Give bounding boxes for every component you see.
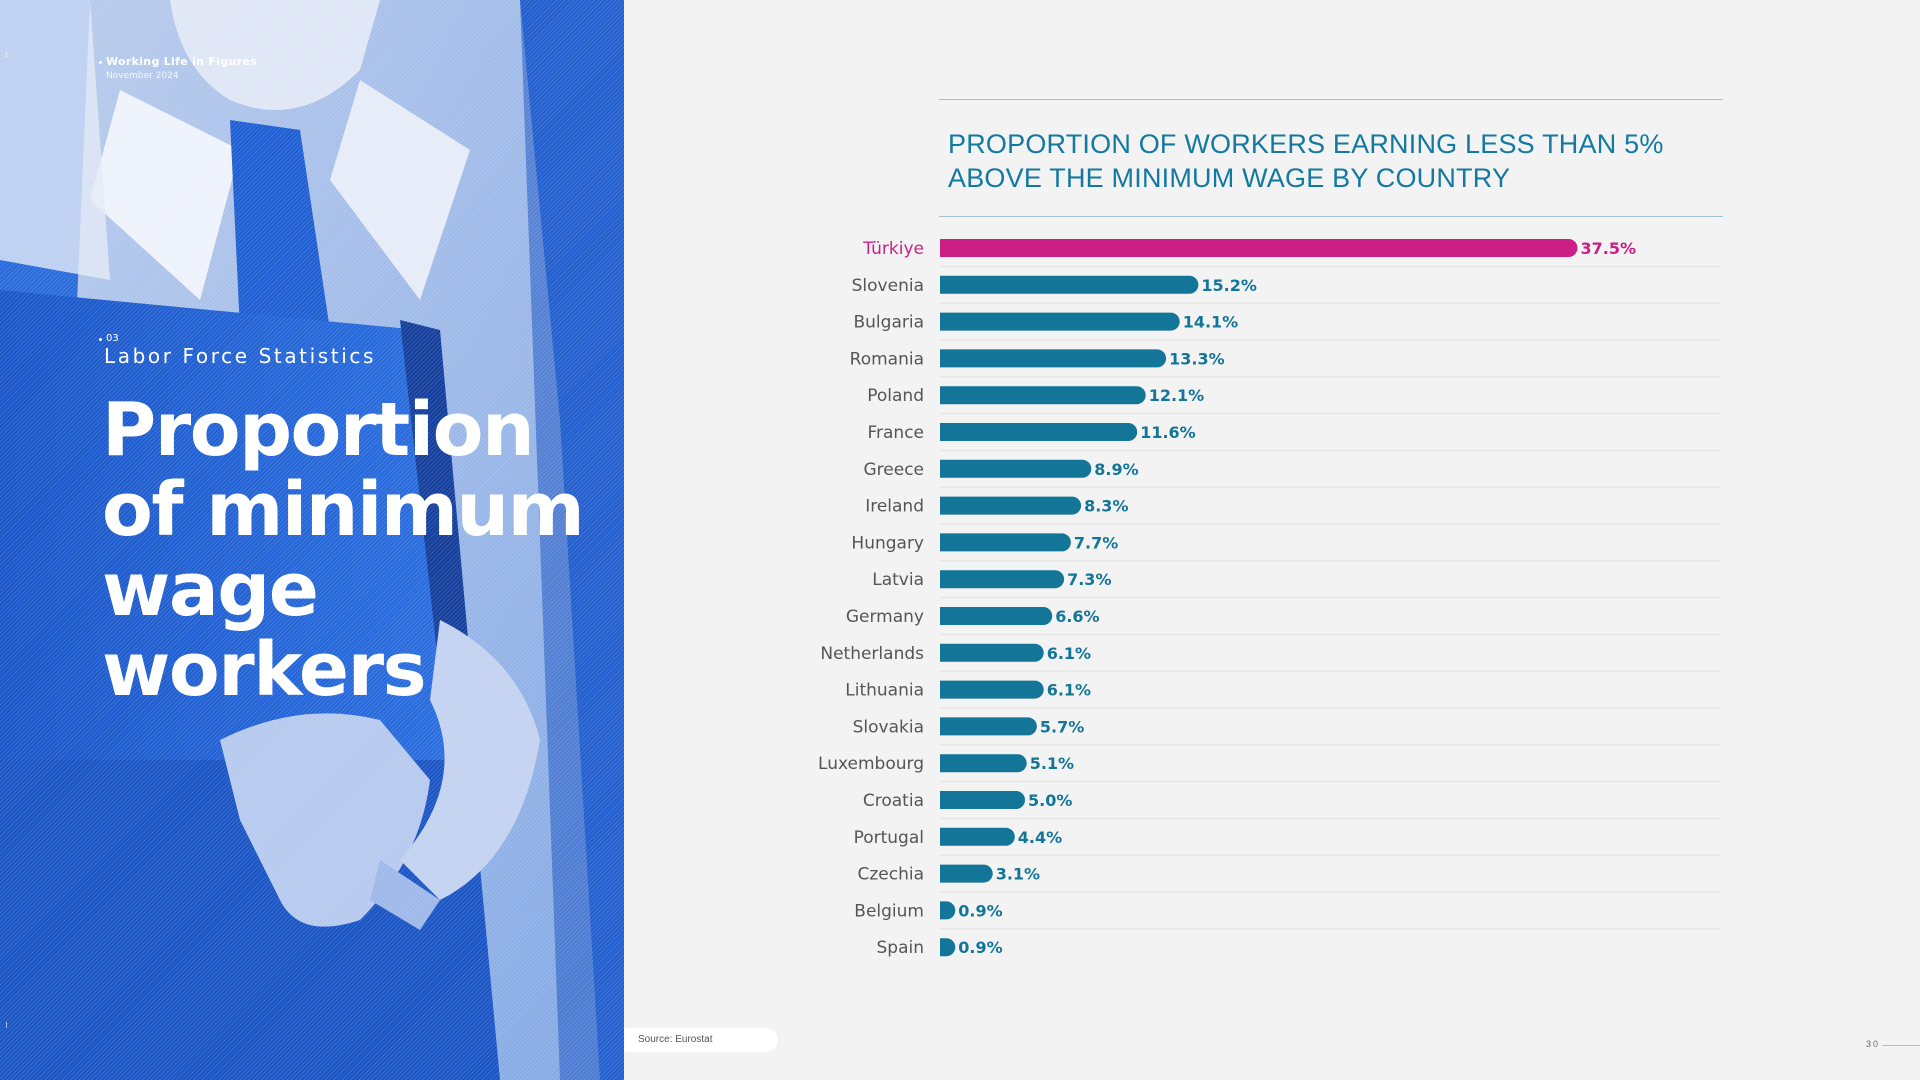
bar bbox=[940, 643, 1044, 662]
data-label: 6.1% bbox=[1047, 644, 1091, 663]
hero-photo-background bbox=[0, 0, 624, 1080]
data-label: 12.1% bbox=[1149, 386, 1205, 405]
category-label: Latvia bbox=[872, 570, 924, 590]
category-label: Czechia bbox=[857, 865, 924, 885]
chart-title: PROPORTION OF WORKERS EARNING LESS THAN … bbox=[948, 129, 1664, 193]
data-label: 11.6% bbox=[1140, 423, 1196, 442]
category-label: Hungary bbox=[851, 533, 924, 553]
data-label: 37.5% bbox=[1581, 239, 1637, 258]
bar bbox=[940, 864, 993, 883]
headline-line: wage bbox=[102, 547, 319, 633]
category-label: Slovenia bbox=[852, 276, 924, 296]
bar bbox=[940, 423, 1138, 441]
data-label: 0.9% bbox=[958, 938, 1002, 957]
bar bbox=[940, 791, 1025, 809]
category-label: Belgium bbox=[854, 901, 924, 921]
page-number-rule bbox=[1882, 1045, 1920, 1046]
category-label: Luxembourg bbox=[818, 754, 924, 774]
bar bbox=[940, 349, 1167, 368]
category-label: Netherlands bbox=[820, 644, 924, 664]
bar bbox=[940, 901, 956, 920]
category-label: Romania bbox=[850, 349, 924, 369]
bar bbox=[940, 717, 1037, 736]
category-label: France bbox=[867, 423, 924, 443]
bar bbox=[940, 496, 1082, 515]
data-label: 5.0% bbox=[1028, 791, 1072, 810]
bar bbox=[940, 312, 1180, 331]
category-label: Lithuania bbox=[845, 681, 924, 701]
headline-line: Proportion bbox=[102, 387, 535, 473]
bar bbox=[940, 386, 1146, 405]
bar bbox=[940, 275, 1199, 294]
data-label: 5.7% bbox=[1040, 717, 1084, 736]
headline-line: workers bbox=[102, 627, 427, 713]
section-title: Labor Force Statistics bbox=[104, 344, 377, 368]
data-label: 5.1% bbox=[1030, 754, 1074, 773]
data-label: 3.1% bbox=[996, 865, 1040, 884]
bar bbox=[940, 239, 1578, 257]
category-label: Spain bbox=[877, 938, 925, 958]
section-number: 03 bbox=[99, 333, 119, 344]
data-label: 0.9% bbox=[958, 901, 1002, 920]
bar bbox=[940, 607, 1053, 625]
category-label: Poland bbox=[867, 386, 924, 406]
page-number: 30 bbox=[1866, 1039, 1881, 1049]
data-label: 6.6% bbox=[1055, 607, 1099, 626]
category-label: Slovakia bbox=[853, 717, 924, 737]
category-label: Greece bbox=[863, 460, 924, 480]
data-label: 15.2% bbox=[1201, 276, 1257, 295]
publication-date: November 2024 bbox=[106, 71, 179, 81]
chart-title-rule bbox=[939, 216, 1723, 217]
category-label: Bulgaria bbox=[854, 313, 925, 333]
headline-line: of minimum bbox=[102, 467, 585, 553]
data-label: 6.1% bbox=[1047, 681, 1091, 700]
data-label: 14.1% bbox=[1183, 313, 1239, 332]
data-label: 7.3% bbox=[1067, 570, 1111, 589]
bar bbox=[940, 938, 956, 957]
data-label: 8.9% bbox=[1094, 460, 1138, 479]
data-label: 13.3% bbox=[1169, 349, 1225, 368]
category-label: Croatia bbox=[863, 791, 924, 811]
source-note: Source: Eurostat bbox=[624, 1028, 778, 1052]
bar bbox=[940, 533, 1071, 552]
chart-top-rule bbox=[939, 99, 1723, 100]
category-label: Ireland bbox=[865, 497, 924, 517]
category-label: Germany bbox=[846, 607, 924, 627]
category-label: Türkiye bbox=[862, 239, 924, 259]
data-label: 7.7% bbox=[1074, 533, 1118, 552]
bar bbox=[940, 680, 1044, 699]
data-label: 8.3% bbox=[1084, 497, 1128, 516]
bar bbox=[940, 459, 1092, 478]
category-label: Portugal bbox=[854, 828, 924, 848]
bar bbox=[940, 570, 1065, 589]
bar bbox=[940, 754, 1027, 773]
brand-title: Working Life in Figures bbox=[99, 55, 257, 68]
data-label: 4.4% bbox=[1018, 828, 1062, 847]
bar bbox=[940, 827, 1015, 846]
main-headline: Proportion of minimum wage workers bbox=[102, 390, 622, 710]
